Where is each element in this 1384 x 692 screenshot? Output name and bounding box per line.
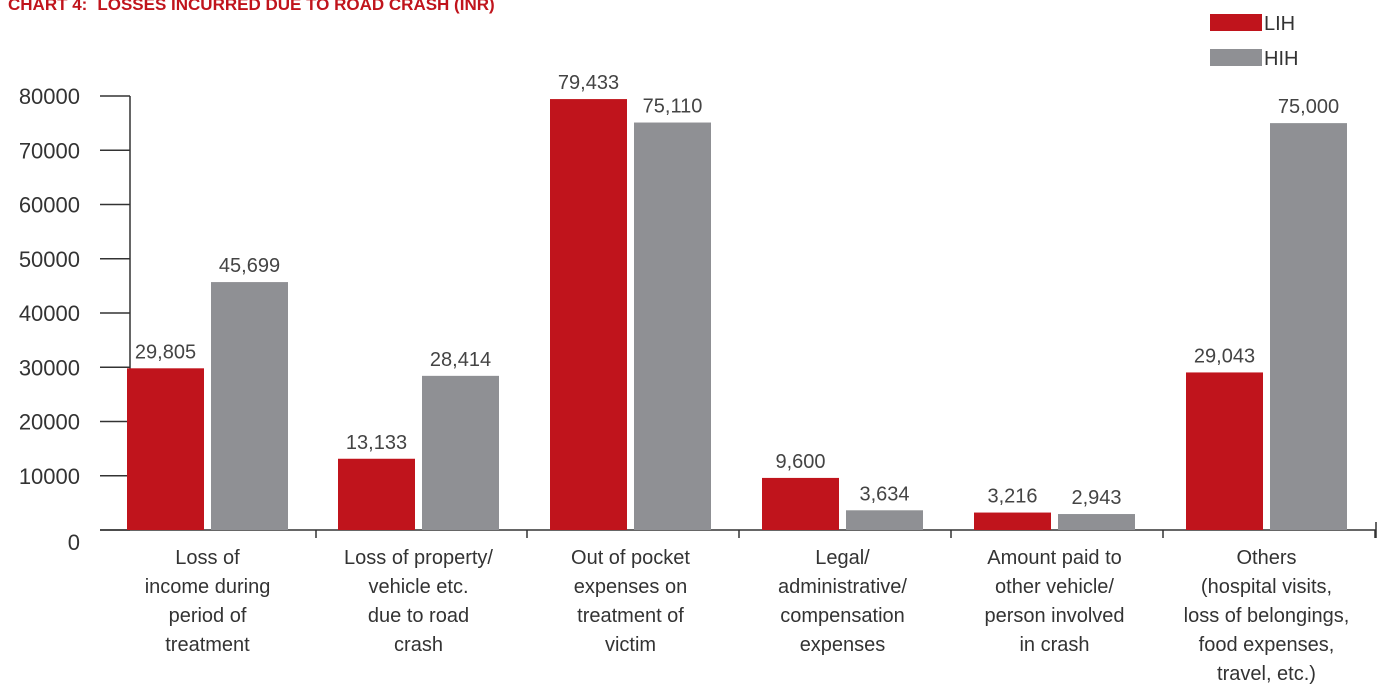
chart-title-prefix: CHART 4: (8, 0, 87, 14)
chart-title: CHART 4: LOSSES INCURRED DUE TO ROAD CRA… (8, 0, 495, 14)
data-label: 75,110 (643, 96, 703, 118)
data-label: 79,433 (558, 72, 619, 94)
category-label-line: Amount paid to (987, 547, 1122, 569)
legend-swatch-hih (1210, 49, 1262, 66)
y-tick-label: 60000 (19, 193, 80, 218)
category-label-line: Loss of (175, 547, 240, 569)
y-tick-label: 70000 (19, 138, 80, 163)
bar-hih-3 (846, 510, 923, 530)
category-label-line: travel, etc.) (1217, 663, 1316, 685)
category-label: Loss of property/vehicle etc. due to road… (344, 547, 493, 656)
bar-lih-3 (762, 477, 839, 530)
data-label: 3,216 (987, 486, 1037, 508)
category-label-line: Loss of property/ (344, 547, 493, 569)
category-label-line: income during (145, 576, 271, 598)
legend-swatch-lih (1210, 14, 1262, 31)
bar-lih-0 (127, 368, 204, 530)
data-label: 13,133 (346, 432, 407, 454)
category-label-line: person involved (984, 605, 1124, 627)
category-label-line: loss of belongings, (1184, 605, 1350, 627)
category-label-line: crash (394, 634, 443, 656)
data-label: 2,943 (1071, 487, 1121, 509)
category-label: Others (hospital visits, loss of belonging… (1184, 547, 1350, 685)
category-label-line: due to road (368, 605, 469, 627)
category-label-line: (hospital visits, (1201, 576, 1332, 598)
y-tick-label: 50000 (19, 247, 80, 272)
data-label: 75,000 (1278, 96, 1339, 118)
category-label-line: period of (169, 605, 247, 627)
y-tick-label: 20000 (19, 410, 80, 435)
bar-hih-5 (1270, 123, 1347, 530)
legend-label-hih: HIH (1264, 48, 1298, 70)
category-label-line: in crash (1019, 634, 1089, 656)
category-label-line: Out of pocket (571, 547, 690, 569)
y-tick-label: 0 (68, 530, 80, 555)
category-label: Loss of income during period of treatment (145, 547, 271, 656)
legend-label-lih: LIH (1264, 13, 1295, 35)
category-label-line: expenses (800, 634, 886, 656)
data-label: 29,043 (1194, 345, 1255, 367)
category-label-line: Others (1236, 547, 1296, 569)
category-label: Legal/administrative/compensation expense… (778, 547, 907, 656)
category-labels: Loss of income during period of treatmentLo… (145, 547, 1350, 685)
category-label-line: vehicle etc. (368, 576, 468, 598)
data-label: 45,699 (219, 255, 280, 277)
category-label-line: expenses on (574, 576, 687, 598)
y-tick-label: 30000 (19, 355, 80, 380)
bar-hih-1 (422, 375, 499, 530)
y-axis: 0 10000 20000 30000 40000 50000 60000 70000 8000… (19, 84, 131, 555)
bar-lih-5 (1186, 372, 1263, 530)
category-label-line: administrative/ (778, 576, 907, 598)
category-label: Amount paid to other vehicle/person invol… (984, 547, 1124, 656)
category-label-line: compensation (780, 605, 905, 627)
category-label: Out of pocket expenses on treatment of vict… (571, 547, 690, 656)
y-tick-label: 80000 (19, 84, 80, 109)
bar-hih-4 (1058, 514, 1135, 530)
chart-title-main: LOSSES INCURRED DUE TO ROAD CRASH (INR) (97, 0, 494, 14)
category-label-line: food expenses, (1199, 634, 1335, 656)
category-label-line: victim (605, 634, 656, 656)
data-label: 3,634 (859, 483, 909, 505)
bar-lih-4 (974, 512, 1051, 530)
y-tick-label: 40000 (19, 301, 80, 326)
category-label-line: treatment (165, 634, 250, 656)
y-tick-label: 10000 (19, 464, 80, 489)
data-label: 29,805 (135, 341, 196, 363)
data-label: 9,600 (775, 451, 825, 473)
category-label-line: treatment of (577, 605, 684, 627)
bar-lih-1 (338, 458, 415, 530)
bar-hih-0 (211, 282, 288, 530)
x-axis (100, 522, 1377, 538)
data-label: 28,414 (430, 349, 491, 371)
bars (127, 99, 1347, 530)
data-labels: 29,805 13,133 79,433 9,600 3,216 29,043 45,699… (135, 72, 1339, 509)
legend: LIH HIH (1210, 13, 1298, 70)
bar-lih-2 (550, 99, 627, 530)
category-label-line: other vehicle/ (995, 576, 1114, 598)
bar-hih-2 (634, 122, 711, 530)
category-label-line: Legal/ (815, 547, 870, 569)
